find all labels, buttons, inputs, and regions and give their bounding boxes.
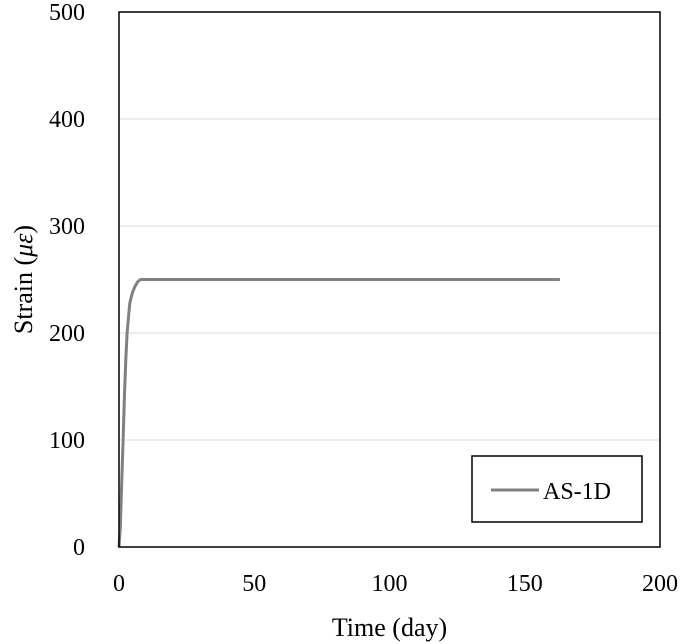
x-tick-label-0: 0 [113,571,125,597]
y-tick-labels: 0 100 200 300 400 500 [49,0,85,561]
y-axis-title-symbol: με [9,233,38,258]
series-line-AS-1D [117,278,560,548]
legend: AS-1D [471,455,643,523]
y-tick-label-200: 200 [49,321,85,347]
y-axis-title-suffix: ) [9,225,38,234]
y-tick-label-400: 400 [49,107,85,133]
y-axis-title-prefix: Strain ( [9,257,38,334]
x-tick-label-200: 200 [642,571,678,597]
x-tick-label-100: 100 [372,571,408,597]
series-layer [117,278,560,548]
y-tick-label-300: 300 [49,214,85,240]
x-axis-title: Time (day) [332,613,447,642]
x-tick-label-150: 150 [507,571,543,597]
legend-label-AS-1D: AS-1D [543,479,611,505]
y-tick-label-100: 100 [49,428,85,454]
plot-area-frame [118,11,661,548]
y-axis-title: Strain (με) [9,225,38,334]
gridlines [119,118,660,441]
x-tick-labels: 0 50 100 150 200 [113,571,678,597]
y-tick-label-0: 0 [73,535,85,561]
y-tick-label-500: 500 [49,0,85,26]
x-tick-label-50: 50 [242,571,266,597]
